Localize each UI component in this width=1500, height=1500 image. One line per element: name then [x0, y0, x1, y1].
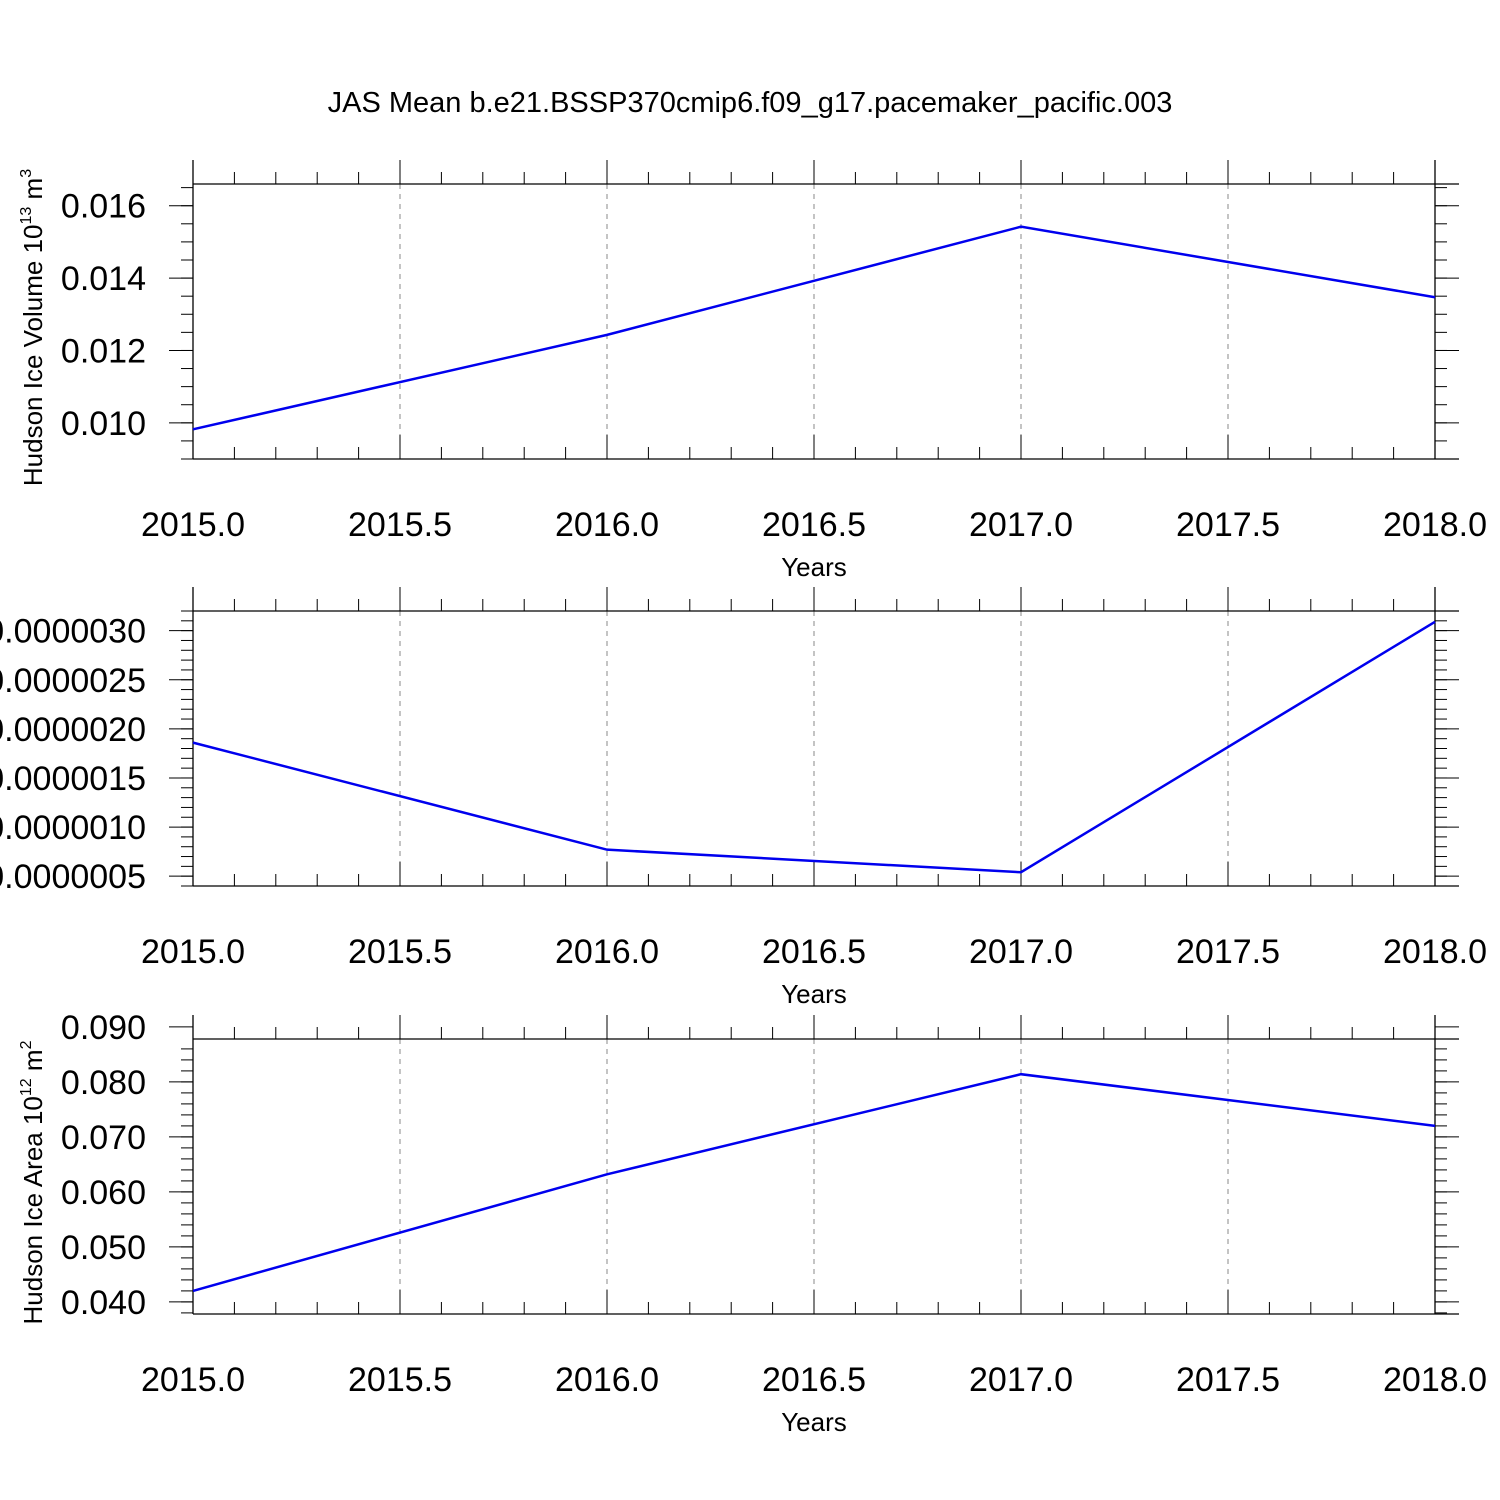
y-axis-title-exponent: 12: [18, 1078, 35, 1096]
y-axis-title-unit-exponent: 3: [18, 169, 35, 178]
x-tick-label: 2017.5: [1176, 933, 1280, 971]
y-tick-label: 0.050: [61, 1229, 146, 1267]
y-tick-label: 0.0000005: [0, 858, 146, 896]
panel-3: 2015.0 2015.5 2016.0 2016.5 2017.0 2017.5 2018…: [18, 1009, 1487, 1437]
y-axis-title-unit: m: [18, 1049, 48, 1078]
x-tick-label: 2015.5: [348, 933, 452, 971]
x-tick-label: 2015.5: [348, 1361, 452, 1399]
x-tick-label: 2018.0: [1383, 506, 1487, 544]
x-tick-label: 2017.5: [1176, 1361, 1280, 1399]
x-axis-title: Years: [781, 552, 847, 582]
series-line: [192, 620, 1436, 874]
y-axis-title-exponent: 13: [18, 207, 35, 225]
series-line: [192, 225, 1436, 431]
x-tick-label: 2015.5: [348, 506, 452, 544]
x-tick-label: 2016.0: [555, 933, 659, 971]
x-tick-label: 2016.0: [555, 1361, 659, 1399]
y-tick-label: 0.012: [61, 332, 146, 370]
x-tick-label: 2015.0: [141, 933, 245, 971]
x-axis-title: Years: [781, 1407, 847, 1437]
series-line: [192, 1072, 1436, 1293]
y-tick-label: 0.090: [61, 1009, 146, 1047]
y-tick-label: 0.060: [61, 1174, 146, 1212]
chart-title: JAS Mean b.e21.BSSP370cmip6.f09_g17.pace…: [328, 87, 1173, 119]
x-tick-label: 2015.0: [141, 1361, 245, 1399]
panel-1: 2015.0 2015.5 2016.0 2016.5 2017.0 2017.5 2018…: [18, 160, 1487, 582]
x-tick-label: 2017.5: [1176, 506, 1280, 544]
panel-2: 2015.0 2015.5 2016.0 2016.5 2017.0 2017.5 2018…: [0, 587, 1487, 1009]
x-tick-label: 2017.0: [969, 933, 1073, 971]
y-tick-label: 0.014: [61, 260, 146, 298]
x-tick-label: 2018.0: [1383, 1361, 1487, 1399]
y-axis-title: Hudson Ice Volume 1013 m3: [18, 169, 48, 486]
y-tick-label: 0.0000010: [0, 809, 146, 847]
y-tick-label: 0.070: [61, 1119, 146, 1157]
y-axis-title-unit: m: [18, 178, 48, 207]
x-tick-label: 2017.0: [969, 1361, 1073, 1399]
y-tick-label: 0.0000015: [0, 760, 146, 798]
y-tick-label: 0.0000030: [0, 613, 146, 651]
y-tick-label: 0.010: [61, 405, 146, 443]
x-tick-label: 2016.5: [762, 933, 866, 971]
x-tick-label: 2017.0: [969, 506, 1073, 544]
y-axis-title-main: Hudson Ice Area 10: [18, 1096, 48, 1324]
x-tick-label: 2016.0: [555, 506, 659, 544]
y-tick-label: 0.016: [61, 188, 146, 226]
x-tick-label: 2016.5: [762, 1361, 866, 1399]
y-tick-label: 0.080: [61, 1064, 146, 1102]
y-axis-title-unit-exponent: 2: [18, 1040, 35, 1049]
x-tick-label: 2018.0: [1383, 933, 1487, 971]
x-tick-label: 2015.0: [141, 506, 245, 544]
x-axis-title: Years: [781, 979, 847, 1009]
y-tick-label: 0.0000025: [0, 662, 146, 700]
y-axis-title: Hudson Ice Area 1012 m2: [18, 1040, 48, 1324]
y-tick-label: 0.0000020: [0, 711, 146, 749]
y-axis-title-main: Hudson Ice Volume 10: [18, 224, 48, 486]
x-tick-label: 2016.5: [762, 506, 866, 544]
y-tick-label: 0.040: [61, 1284, 146, 1322]
